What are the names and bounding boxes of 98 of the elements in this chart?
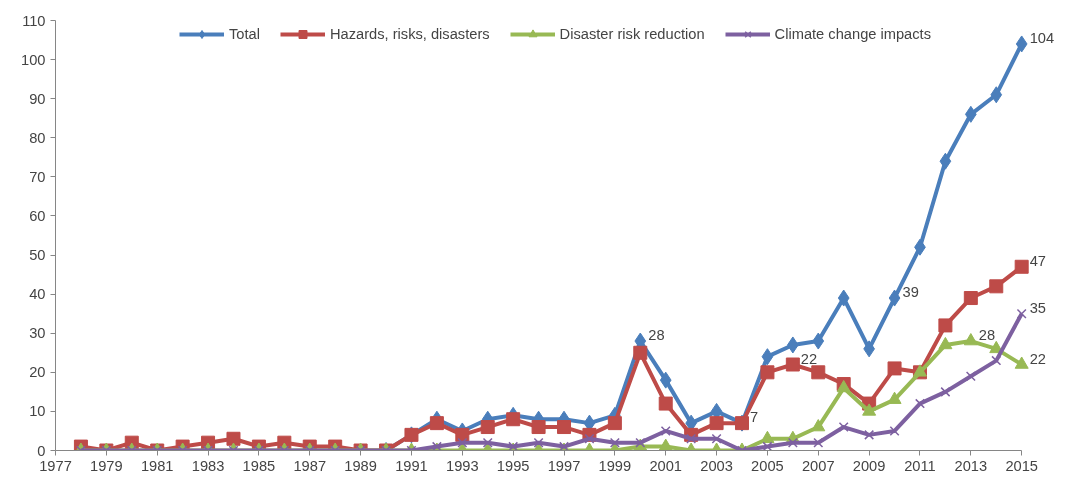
point xyxy=(1014,356,1029,369)
point xyxy=(531,420,546,435)
point xyxy=(864,429,875,440)
point xyxy=(762,441,773,451)
point xyxy=(785,357,800,372)
point xyxy=(709,416,724,431)
y-tick-label: 10 xyxy=(29,403,46,420)
point xyxy=(506,412,521,427)
annotation: 7 xyxy=(750,409,759,426)
x-tick-label: 2003 xyxy=(700,457,733,474)
point xyxy=(429,416,444,431)
x-tick-label: 1981 xyxy=(140,457,174,474)
point xyxy=(533,437,544,448)
x-tick-label: 2015 xyxy=(1005,457,1038,474)
point xyxy=(1016,308,1027,319)
point xyxy=(990,86,1003,104)
y-tick-label: 80 xyxy=(29,129,46,146)
y-tick-label: 100 xyxy=(21,51,46,68)
y-tick-label: 110 xyxy=(22,12,46,29)
x-tick-label: 1987 xyxy=(293,457,327,474)
point xyxy=(633,345,648,360)
x-tick-label: 1977 xyxy=(39,457,72,474)
point xyxy=(760,430,775,444)
annotation: 22 xyxy=(800,350,818,367)
point xyxy=(963,291,978,306)
point xyxy=(837,289,850,307)
point xyxy=(887,391,902,404)
x-tick-label: 1999 xyxy=(598,457,632,474)
point xyxy=(889,425,900,436)
point xyxy=(482,437,493,448)
point xyxy=(457,437,468,448)
point xyxy=(938,336,953,350)
legend-label: Disaster risk reduction xyxy=(559,26,705,42)
point xyxy=(1014,259,1029,274)
annotation: 39 xyxy=(902,284,919,301)
y-tick-label: 0 xyxy=(37,442,46,459)
x-tick-label: 2009 xyxy=(852,457,886,474)
x-tick-label: 1995 xyxy=(496,457,530,474)
point xyxy=(939,152,952,170)
point xyxy=(989,279,1004,294)
y-tick-label: 50 xyxy=(29,247,46,264)
y-tick-label: 90 xyxy=(29,90,46,107)
point xyxy=(760,365,775,380)
annotation: 22 xyxy=(1029,350,1046,367)
point xyxy=(914,398,925,409)
point xyxy=(862,403,877,416)
point xyxy=(887,361,902,376)
point xyxy=(659,371,672,389)
point xyxy=(226,431,241,446)
point xyxy=(811,419,826,432)
point xyxy=(812,332,825,350)
y-tick-label: 60 xyxy=(29,207,46,224)
x-tick-label: 1979 xyxy=(90,457,123,474)
point xyxy=(811,365,826,380)
x-tick-label: 1983 xyxy=(191,457,225,474)
y-tick-label: 40 xyxy=(29,286,46,303)
point xyxy=(1015,35,1028,53)
x-tick-label: 1989 xyxy=(344,457,377,474)
x-tick-label: 1993 xyxy=(446,457,479,474)
point xyxy=(787,437,798,448)
legend-label: Hazards, risks, disasters xyxy=(329,26,490,42)
annotation: 104 xyxy=(1029,29,1055,46)
point xyxy=(658,396,673,411)
point xyxy=(761,348,774,366)
annotation: 47 xyxy=(1029,252,1046,269)
x-tick-label: 1991 xyxy=(395,457,428,474)
point xyxy=(813,437,824,448)
annotation: 35 xyxy=(1029,299,1046,316)
x-tick-label: 1985 xyxy=(242,457,276,474)
annotation: 28 xyxy=(648,327,665,344)
x-tick-label: 2011 xyxy=(904,457,936,474)
legend-label: Total xyxy=(229,26,260,42)
point xyxy=(888,289,901,307)
y-tick-label: 30 xyxy=(29,325,46,342)
legend-label: Climate change impacts xyxy=(774,26,931,42)
point xyxy=(940,386,951,397)
point xyxy=(686,433,697,444)
point xyxy=(660,425,671,436)
x-tick-label: 2001 xyxy=(649,457,683,474)
y-tick-label: 20 xyxy=(29,364,46,381)
point xyxy=(938,318,953,333)
x-tick-label: 2007 xyxy=(801,457,835,474)
point xyxy=(609,437,620,448)
annotation: 28 xyxy=(978,327,996,344)
point xyxy=(480,420,495,435)
x-tick-label: 1997 xyxy=(547,457,581,474)
point xyxy=(991,355,1002,366)
y-tick-label: 70 xyxy=(29,168,46,185)
point xyxy=(584,433,595,444)
point xyxy=(607,416,622,431)
point xyxy=(711,433,722,444)
x-tick-label: 2013 xyxy=(954,457,988,474)
point xyxy=(838,422,849,433)
point xyxy=(557,420,572,435)
x-tick-label: 2005 xyxy=(751,457,784,474)
point xyxy=(963,333,978,346)
point xyxy=(658,438,673,451)
point xyxy=(965,371,976,382)
